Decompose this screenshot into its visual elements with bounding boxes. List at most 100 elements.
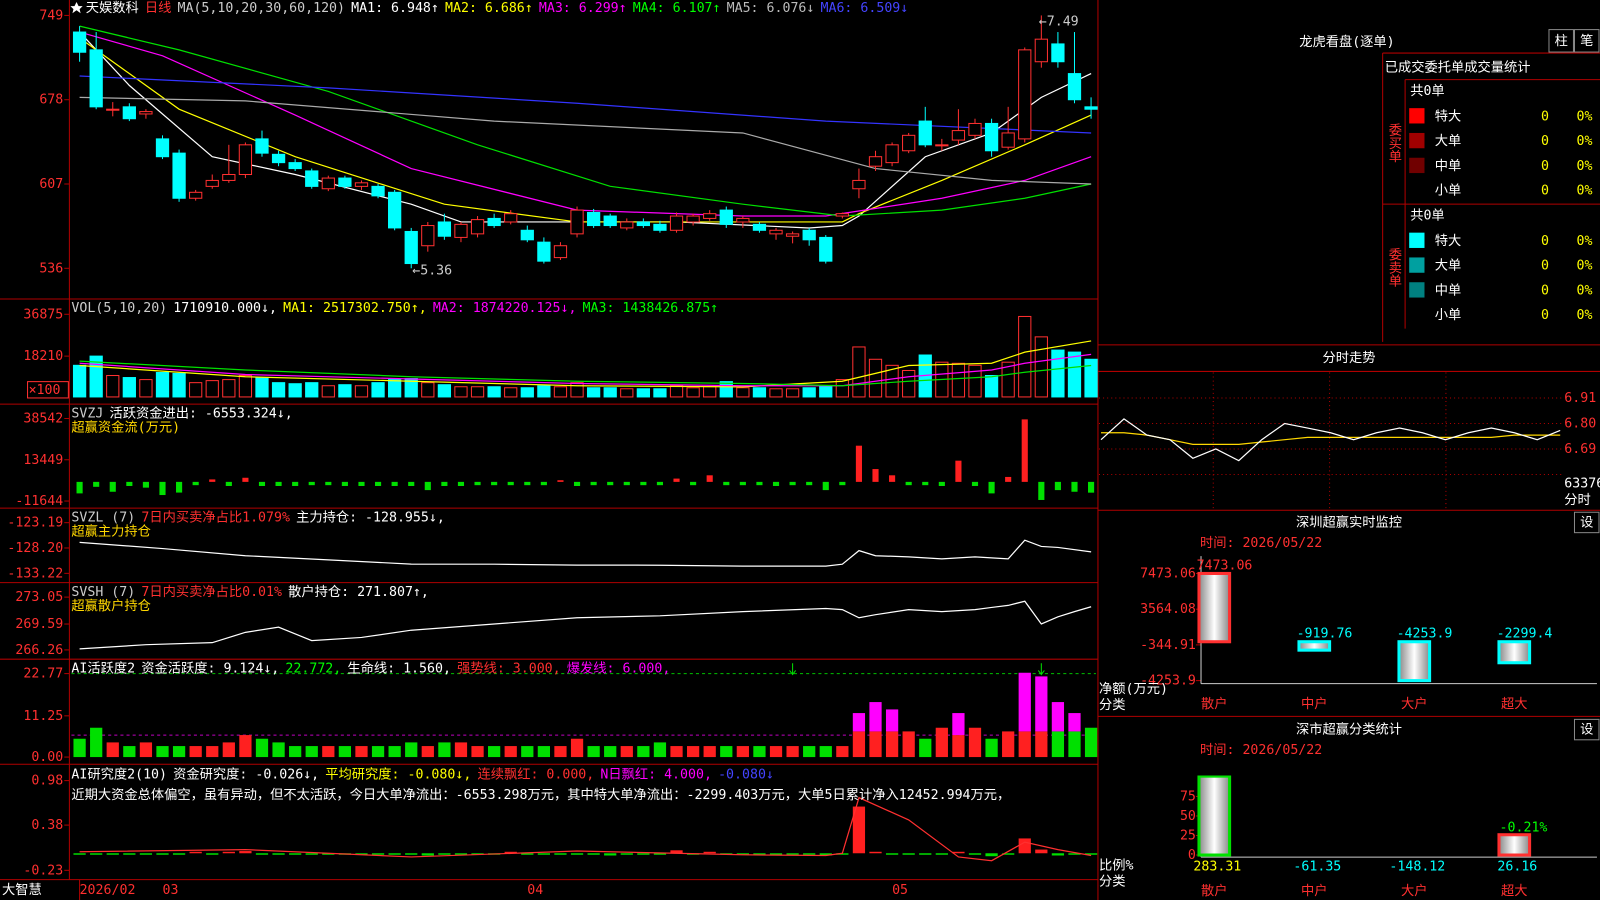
research-bar <box>985 853 998 857</box>
research-bar <box>222 851 235 854</box>
research-bar <box>570 853 584 855</box>
volume-bar <box>388 379 402 398</box>
category-label: 超大 <box>1501 696 1528 712</box>
activity-bar <box>637 746 650 758</box>
activity-bar <box>90 727 103 758</box>
research-bar <box>620 853 633 855</box>
burst-bar <box>885 709 899 732</box>
activity-bar <box>156 746 169 758</box>
activity-bar <box>1035 731 1048 758</box>
panel-title: 深圳超赢实时监控 <box>1296 513 1402 530</box>
category-label: 中户 <box>1301 695 1328 712</box>
activity-readout: AI活跃度2 <box>71 660 135 676</box>
candle-body <box>984 122 999 152</box>
flow-bar <box>623 481 630 486</box>
activity-bar <box>852 731 866 758</box>
flow-bar <box>540 481 547 486</box>
research-bar <box>919 853 932 855</box>
candle-body <box>205 179 219 187</box>
volume-readout: VOL(5,10,20) <box>71 301 167 316</box>
research-bar <box>869 851 882 854</box>
candle-body <box>553 245 568 259</box>
flow-bar <box>176 481 183 493</box>
flow-bar <box>358 481 365 486</box>
candle-body <box>852 179 866 190</box>
y-tick-label: 0.38 <box>31 818 63 833</box>
button-box[interactable] <box>1548 29 1574 53</box>
star-icon[interactable] <box>70 2 83 14</box>
flow-bar <box>491 481 498 486</box>
intraday-tick-label: 6.69 <box>1564 442 1596 457</box>
research-bar <box>123 853 136 855</box>
volume-bar <box>902 369 916 398</box>
x-date-label: 04 <box>527 883 543 898</box>
candle-body <box>653 223 667 231</box>
volume-bar <box>255 377 269 398</box>
ratio-bar <box>1197 775 1232 857</box>
research-bar <box>371 853 385 855</box>
research-bar <box>1068 853 1081 855</box>
activity-bar <box>106 742 119 758</box>
row-name: 大单 <box>1435 133 1462 149</box>
category-label: 超大 <box>1501 883 1528 899</box>
research-bar <box>604 853 617 856</box>
volume-bar <box>1001 361 1015 398</box>
row-count: 0 <box>1541 234 1549 249</box>
flow-bar <box>656 481 664 486</box>
flow-bar <box>855 445 862 482</box>
activity-bar <box>604 746 617 758</box>
flow-bar <box>607 481 614 486</box>
legend-swatch <box>1409 157 1425 174</box>
research-bar <box>819 853 832 856</box>
activity-bar <box>968 727 982 758</box>
research-readout: N日飘红: 4.000, <box>600 766 712 782</box>
holding-subtitle: 超赢主力持仓 <box>71 523 151 540</box>
flow-bar <box>457 481 465 486</box>
activity-readout: 资金活跃度: 9.124↓, <box>141 660 279 676</box>
research-bar <box>952 851 965 854</box>
volume-bar <box>636 388 650 398</box>
ratio-bar <box>1497 833 1532 857</box>
research-bar <box>736 853 749 855</box>
candle-body <box>769 229 783 235</box>
activity-bar <box>123 746 136 758</box>
volume-readout: MA2: 1874220.125↓, <box>433 301 577 316</box>
volume-bar <box>205 380 219 398</box>
legend-swatch <box>1409 282 1425 298</box>
research-bar <box>73 853 86 855</box>
candle-body <box>122 106 136 120</box>
activity-bar <box>172 746 186 758</box>
row-name: 大单 <box>1435 258 1462 274</box>
volume-bar <box>271 382 286 398</box>
volume-bar <box>487 386 501 398</box>
candle-body <box>470 219 485 235</box>
flow-bar <box>93 481 100 487</box>
research-bar <box>421 853 434 856</box>
monitor-tick-label: 7473.06 <box>1140 566 1196 581</box>
flow-bar <box>109 481 116 492</box>
button: 笔 <box>1580 33 1593 49</box>
activity-bar <box>587 746 600 758</box>
research-line <box>79 796 1092 862</box>
volume-bar <box>586 387 601 398</box>
button-box[interactable] <box>1573 718 1600 741</box>
category-label: 大户 <box>1401 882 1428 899</box>
activity-bar <box>836 746 849 758</box>
activity-readout: 爆发线: 6.000, <box>567 660 671 676</box>
intraday-tick-label: 6.91 <box>1564 391 1596 406</box>
research-readout: -0.080↓ <box>718 767 774 782</box>
button-box[interactable] <box>1573 29 1600 53</box>
research-bar <box>786 853 799 855</box>
axis-label: 净额(万元) <box>1099 681 1168 697</box>
row-name: 小单 <box>1435 307 1462 323</box>
burst-bar <box>952 713 965 736</box>
flow-bar <box>375 481 382 486</box>
stats-tick-label: 75 <box>1180 789 1196 804</box>
research-bar <box>935 853 948 855</box>
button-box[interactable] <box>1573 511 1600 534</box>
research-bar <box>239 851 252 854</box>
flow-bar <box>872 469 879 482</box>
volume-bar <box>802 387 816 398</box>
